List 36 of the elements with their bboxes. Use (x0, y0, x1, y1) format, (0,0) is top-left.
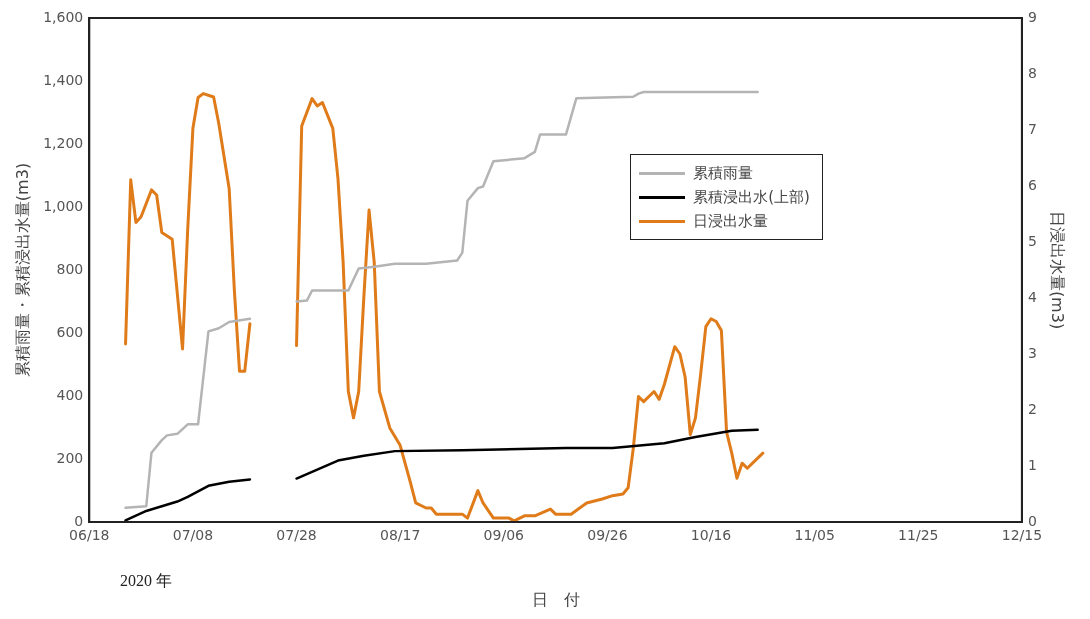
y-tick-label: 400 (56, 386, 84, 403)
x-tick-label: 11/05 (794, 527, 835, 544)
y2-tick-label: 2 (1027, 400, 1037, 417)
x-tick-label: 10/16 (690, 527, 732, 544)
legend-label: 累積浸出水(上部) (693, 187, 810, 207)
text: 2020 年 (120, 572, 172, 590)
y2-tick-label: 3 (1027, 344, 1037, 361)
y2-tick-label: 1 (1027, 456, 1037, 473)
y2-tick-label: 5 (1027, 232, 1037, 249)
y-tick-label: 800 (56, 260, 84, 277)
x-tick-label: 11/25 (898, 527, 939, 544)
y2-tick-label: 9 (1027, 8, 1037, 25)
x-tick-label: 09/26 (587, 527, 628, 544)
x-axis-title: 日 付 (531, 589, 580, 609)
x-tick-label: 07/08 (172, 527, 214, 544)
y2-tick-label: 8 (1027, 64, 1037, 81)
y-tick-label: 1,000 (43, 197, 84, 214)
y2-tick-label: 7 (1027, 120, 1037, 137)
y-tick-label: 1,600 (43, 8, 84, 25)
x-tick-label: 09/06 (483, 527, 525, 544)
y-tick-label: 1,200 (43, 134, 84, 151)
legend-label: 累積雨量 (693, 163, 754, 183)
y-axis-title: 累積雨量・累積浸出水量(m3) (12, 162, 32, 378)
legend-label: 日浸出水量 (693, 211, 769, 231)
x-tick-label: 12/15 (1001, 527, 1043, 544)
y2-tick-label: 6 (1027, 176, 1037, 193)
y-tick-label: 1,400 (43, 71, 84, 88)
y-tick-label: 600 (56, 323, 84, 340)
y2-tick-label: 0 (1027, 512, 1037, 529)
y-tick-label: 0 (74, 512, 84, 529)
x-tick-label: 06/18 (69, 527, 110, 544)
x-tick-label: 08/17 (379, 527, 421, 544)
y2-axis-title: 日浸出水量(m3) (1048, 210, 1068, 330)
x-tick-label: 07/28 (276, 527, 317, 544)
y2-tick-label: 4 (1027, 288, 1037, 305)
y-tick-label: 200 (56, 449, 84, 466)
